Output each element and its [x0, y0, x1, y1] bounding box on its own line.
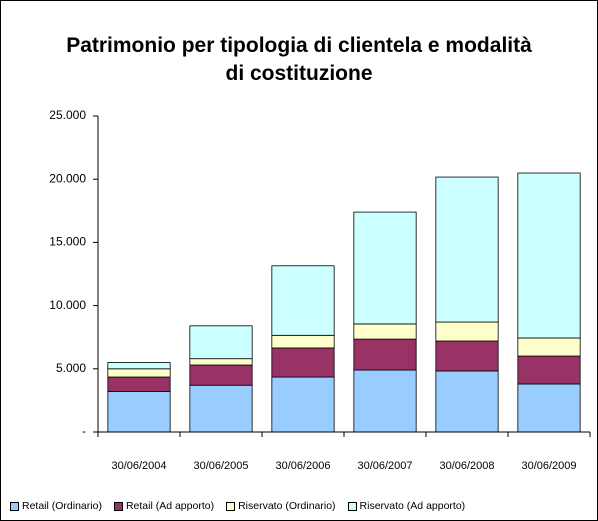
- bar-segment: [435, 340, 499, 372]
- bar-segment: [271, 376, 335, 433]
- bar-segment: [517, 172, 581, 339]
- legend-label: Riservato (Ordinario): [238, 500, 336, 512]
- bar-segment: [435, 370, 499, 433]
- x-tick-label: 30/06/2009: [521, 460, 576, 472]
- legend-label: Retail (Ordinario): [22, 500, 102, 512]
- x-tick-label: 30/06/2007: [357, 460, 412, 472]
- bar-segment: [189, 325, 253, 360]
- legend-swatch: [226, 501, 236, 511]
- legend-label: Riservato (Ad apporto): [359, 500, 466, 512]
- y-tick-label: 20.000: [49, 171, 86, 185]
- bar-segment: [107, 362, 171, 370]
- legend-item: Riservato (Ordinario): [226, 500, 336, 512]
- bar-segment: [271, 347, 335, 378]
- legend: Retail (Ordinario) Retail (Ad apporto) Ris…: [10, 500, 465, 512]
- legend-item: Riservato (Ad apporto): [347, 500, 466, 512]
- x-tick-label: 30/06/2006: [275, 460, 330, 472]
- bar-segment: [517, 355, 581, 385]
- chart-title: Patrimonio per tipologia di clientela e …: [66, 34, 532, 85]
- bar-segment: [353, 369, 417, 433]
- bar-segment: [107, 368, 171, 378]
- x-tick-label: 30/06/2008: [439, 460, 494, 472]
- bar-segment: [353, 338, 417, 371]
- y-tick-label: 15.000: [49, 235, 86, 249]
- y-tick-label: -: [82, 424, 86, 438]
- bar-segment: [107, 391, 171, 433]
- legend-item: Retail (Ordinario): [10, 500, 102, 512]
- bar-segment: [271, 334, 335, 349]
- bar-segment: [189, 364, 253, 386]
- legend-swatch: [113, 501, 123, 511]
- legend-swatch: [10, 501, 19, 511]
- legend-label: Retail (Ad apporto): [125, 500, 215, 512]
- bar-segment: [435, 321, 499, 342]
- bar-segment: [107, 376, 171, 392]
- y-tick-label: 5.000: [56, 361, 86, 375]
- bar-segment: [271, 265, 335, 336]
- bar-segment: [435, 176, 499, 323]
- bar-segment: [353, 323, 417, 340]
- bar-segment: [517, 383, 581, 433]
- y-tick-label: 10.000: [49, 298, 86, 312]
- bar-segment: [353, 211, 417, 325]
- legend-swatch: [347, 501, 357, 511]
- x-tick-label: 30/06/2004: [111, 460, 166, 472]
- bar-segment: [517, 337, 581, 357]
- y-tick-label: 25.000: [49, 108, 86, 122]
- legend-item: Retail (Ad apporto): [113, 500, 215, 512]
- bar-segment: [189, 358, 253, 366]
- x-tick-label: 30/06/2005: [193, 460, 248, 472]
- bar-segment: [189, 384, 253, 433]
